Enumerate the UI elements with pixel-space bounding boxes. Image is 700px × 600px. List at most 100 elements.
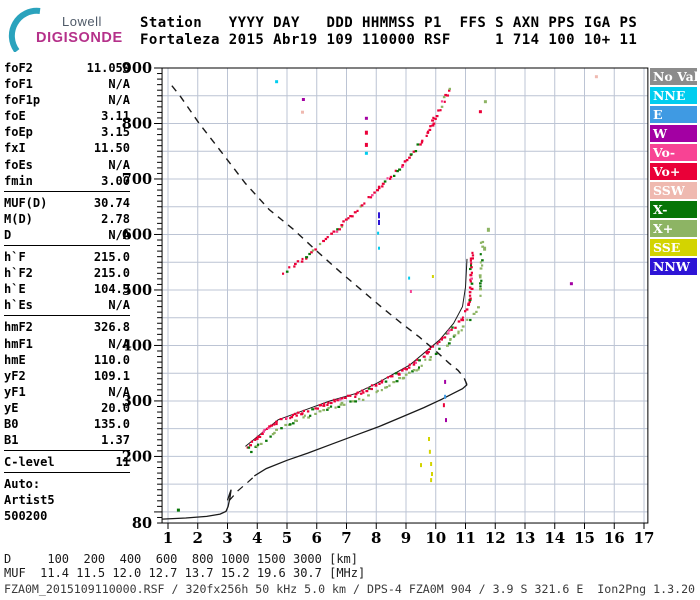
svg-text:900: 900: [122, 60, 152, 77]
param-row-hf2: h`F2 215.0: [4, 265, 130, 281]
param-label: fxI: [4, 141, 26, 156]
svg-text:800: 800: [122, 115, 152, 132]
param-label: yF1: [4, 384, 26, 399]
param-label: h`E: [4, 282, 26, 297]
svg-text:8: 8: [371, 529, 381, 547]
param-label: h`F: [4, 250, 26, 265]
param-group-0: foF2 11.050 foF1 N/A foF1p N/A foE 3.11 foEp 3.15…: [4, 60, 130, 192]
svg-text:80: 80: [132, 515, 152, 532]
header-block: Station YYYY DAY DDD HHMMSS P1 FFS S AXN…: [140, 15, 637, 48]
param-value: 2.78: [101, 211, 130, 226]
legend-item-vo-: Vo-: [650, 144, 697, 161]
param-value: N/A: [108, 298, 130, 313]
muf-distance-table: D 100 200 400 600 800 1000 1500 3000 [km…: [4, 552, 366, 580]
param-row-500200: 500200: [4, 508, 130, 524]
param-label: B0: [4, 416, 19, 431]
file-info-line: FZA0M_2015109110000.RSF / 320fx256h 50 k…: [4, 582, 696, 596]
param-row-he: h`E 104.9: [4, 281, 130, 297]
param-label: MUF(D): [4, 195, 48, 210]
legend-item-ssw: SSW: [650, 182, 697, 199]
param-row-hes: h`Es N/A: [4, 297, 130, 313]
legend-item-w: W: [650, 125, 697, 142]
param-label: B1: [4, 433, 19, 448]
param-label: Artist5: [4, 493, 55, 508]
param-label: Auto:: [4, 477, 41, 492]
param-label: h`F2: [4, 266, 33, 281]
param-row-fxi: fxI 11.50: [4, 140, 130, 156]
x-axis-labels: 1 2 3 4 5 6 7 8 9 10 11 12 13 14 15 16 17: [163, 529, 655, 547]
param-row-foes: foEs N/A: [4, 157, 130, 173]
legend-item-nne: NNE: [650, 87, 697, 104]
param-value: N/A: [108, 384, 130, 399]
echo-band-f-trace-x: [250, 240, 485, 454]
param-group-4: C-level 11: [4, 454, 130, 474]
param-row-hf: h`F 215.0: [4, 249, 130, 265]
svg-text:16: 16: [604, 529, 625, 547]
legend-item-noval: No Val: [650, 68, 697, 85]
param-label: hmF2: [4, 320, 33, 335]
curve-profile-e-region: [162, 489, 232, 520]
svg-text:300: 300: [122, 393, 152, 410]
parameter-panel: foF2 11.050 foF1 N/A foF1p N/A foE 3.11 foEp 3.15…: [4, 60, 130, 530]
param-row-ye: yE 20.0: [4, 400, 130, 416]
param-row-fof2: foF2 11.050: [4, 60, 130, 76]
param-label: 500200: [4, 509, 48, 524]
param-value: N/A: [108, 336, 130, 351]
param-label: foF1: [4, 77, 33, 92]
svg-text:400: 400: [122, 337, 152, 354]
param-group-1: MUF(D) 30.74 M(D) 2.78 D N/A: [4, 195, 130, 247]
param-label: h`Es: [4, 298, 33, 313]
param-label: D: [4, 227, 12, 242]
svg-text:15: 15: [574, 529, 595, 547]
svg-text:2: 2: [193, 529, 203, 547]
param-row-fof1: foF1 N/A: [4, 76, 130, 92]
header-line-values: Fortaleza 2015 Abr19 109 110000 RSF 1 71…: [140, 31, 638, 48]
echo-band-f-trace-o: [246, 251, 475, 449]
param-value: N/A: [108, 227, 130, 242]
param-label: C-level: [4, 455, 55, 470]
param-row-md: M(D) 2.78: [4, 211, 130, 227]
logo-arc-icon: [8, 7, 41, 53]
param-row-artist5: Artist5: [4, 492, 130, 508]
param-label: hmE: [4, 352, 26, 367]
param-value: 215.0: [93, 266, 130, 281]
logo-lowell-text: Lowell: [62, 14, 102, 29]
header-line-columns: Station YYYY DAY DDD HHMMSS P1 FFS S AXN…: [140, 15, 638, 31]
param-value: 3.11: [101, 109, 130, 124]
param-row-yf2: yF2 109.1: [4, 368, 130, 384]
param-value: 326.8: [93, 320, 130, 335]
param-value: 11.50: [93, 141, 130, 156]
legend-item-e: E: [650, 106, 697, 123]
param-row-b0: B0 135.0: [4, 416, 130, 432]
svg-text:4: 4: [252, 529, 262, 547]
param-row-fof1p: foF1p N/A: [4, 92, 130, 108]
curve-profile-valley: [228, 475, 255, 502]
param-value: N/A: [108, 77, 130, 92]
param-label: foF2: [4, 61, 33, 75]
param-label: foEs: [4, 157, 33, 172]
param-label: fmin: [4, 173, 33, 188]
svg-text:10: 10: [425, 529, 446, 547]
param-row-clevel: C-level 11: [4, 454, 130, 470]
grid: [162, 68, 648, 524]
svg-text:11: 11: [455, 529, 476, 547]
param-value: 30.74: [93, 195, 130, 210]
legend-item-x-: X-: [650, 201, 697, 218]
direction-legend: No Val NNE E W Vo- Vo+ SSW X- X+ SSE NNW: [650, 68, 697, 277]
param-value: 1.37: [101, 433, 130, 448]
param-row-hmf1: hmF1 N/A: [4, 336, 130, 352]
legend-item-nnw: NNW: [650, 258, 697, 275]
svg-text:5: 5: [282, 529, 292, 547]
param-label: foF1p: [4, 93, 41, 108]
param-value: 11: [115, 455, 130, 470]
param-label: M(D): [4, 211, 33, 226]
svg-text:700: 700: [122, 171, 152, 188]
param-value: 109.1: [93, 368, 130, 383]
svg-text:1: 1: [163, 529, 173, 547]
param-row-fmin: fmin 3.00: [4, 173, 130, 189]
param-row-hmf2: hmF2 326.8: [4, 319, 130, 335]
param-value: 3.15: [101, 125, 130, 140]
param-value: 135.0: [93, 416, 130, 431]
svg-text:500: 500: [122, 282, 152, 299]
